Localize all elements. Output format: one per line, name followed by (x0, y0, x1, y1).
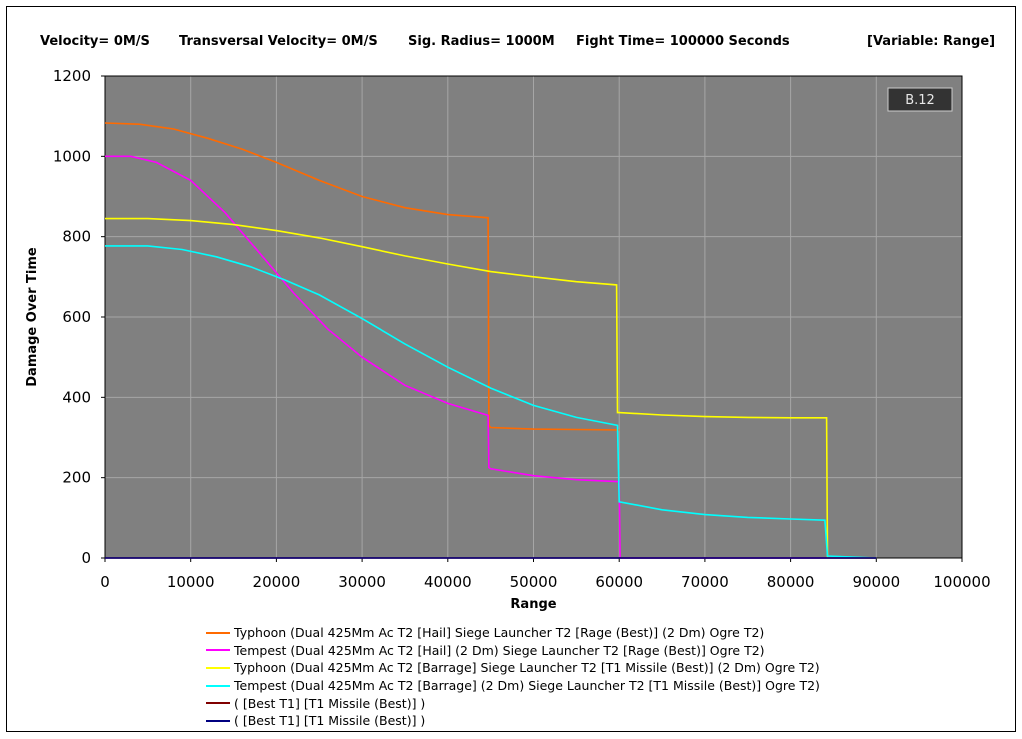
x-tick-label: 100000 (933, 573, 990, 591)
legend-item: ( [Best T1] [T1 Missile (Best)] ) (206, 712, 820, 730)
legend-label: Typhoon (Dual 425Mm Ac T2 [Hail] Siege L… (234, 625, 765, 641)
legend-swatch (206, 666, 230, 669)
series-line-4 (105, 245, 877, 559)
x-tick-label: 30000 (338, 573, 386, 591)
x-tick-label: 90000 (852, 573, 900, 591)
x-tick-label: 40000 (424, 573, 472, 591)
legend-label: Tempest (Dual 425Mm Ac T2 [Hail] (2 Dm) … (234, 642, 765, 658)
sig-radius-label: Sig. Radius= 1000M (408, 34, 555, 49)
x-tick-label: 50000 (510, 573, 558, 591)
velocity-label: Velocity= 0M/S (40, 34, 150, 49)
chart-legend: Typhoon (Dual 425Mm Ac T2 [Hail] Siege L… (206, 624, 820, 730)
x-tick-label: 0 (100, 573, 110, 591)
version-badge (887, 87, 953, 112)
fight-time-label: Fight Time= 100000 Seconds (576, 34, 790, 49)
transversal-velocity-label: Transversal Velocity= 0M/S (179, 34, 378, 49)
x-tick-label: 10000 (167, 573, 215, 591)
chart-header: Velocity= 0M/S Transversal Velocity= 0M/… (40, 34, 1000, 52)
series-line-2 (105, 155, 877, 559)
y-tick-label: 800 (62, 228, 91, 246)
y-tick-label: 1000 (53, 147, 91, 165)
legend-item: Typhoon (Dual 425Mm Ac T2 [Barrage] Sieg… (206, 659, 820, 677)
y-tick-label: 0 (81, 549, 91, 567)
x-axis-label: Range (510, 597, 556, 612)
legend-item: ( [Best T1] [T1 Missile (Best)] ) (206, 694, 820, 712)
x-tick-label: 20000 (253, 573, 301, 591)
version-badge-label: B.12 (905, 93, 935, 108)
series-line-3 (105, 217, 877, 559)
legend-item: Tempest (Dual 425Mm Ac T2 [Barrage] (2 D… (206, 677, 820, 695)
x-tick-label: 80000 (767, 573, 815, 591)
variable-label: [Variable: Range] (867, 34, 996, 49)
legend-item: Tempest (Dual 425Mm Ac T2 [Hail] (2 Dm) … (206, 642, 820, 660)
y-axis-label: Damage Over Time (25, 247, 40, 387)
legend-label: ( [Best T1] [T1 Missile (Best)] ) (234, 713, 426, 729)
legend-swatch (206, 684, 230, 687)
y-tick-label: 200 (62, 469, 91, 487)
legend-swatch (206, 702, 230, 705)
legend-swatch (206, 719, 230, 722)
legend-swatch (206, 631, 230, 634)
legend-label: Typhoon (Dual 425Mm Ac T2 [Barrage] Sieg… (234, 660, 820, 676)
legend-swatch (206, 649, 230, 652)
legend-label: Tempest (Dual 425Mm Ac T2 [Barrage] (2 D… (234, 678, 820, 694)
y-tick-label: 400 (62, 388, 91, 406)
y-tick-label: 1200 (53, 67, 91, 85)
legend-label: ( [Best T1] [T1 Missile (Best)] ) (234, 695, 426, 711)
series-line-1 (104, 122, 620, 431)
x-tick-label: 60000 (595, 573, 643, 591)
legend-item: Typhoon (Dual 425Mm Ac T2 [Hail] Siege L… (206, 624, 820, 642)
x-tick-label: 70000 (681, 573, 729, 591)
y-tick-label: 600 (62, 308, 91, 326)
